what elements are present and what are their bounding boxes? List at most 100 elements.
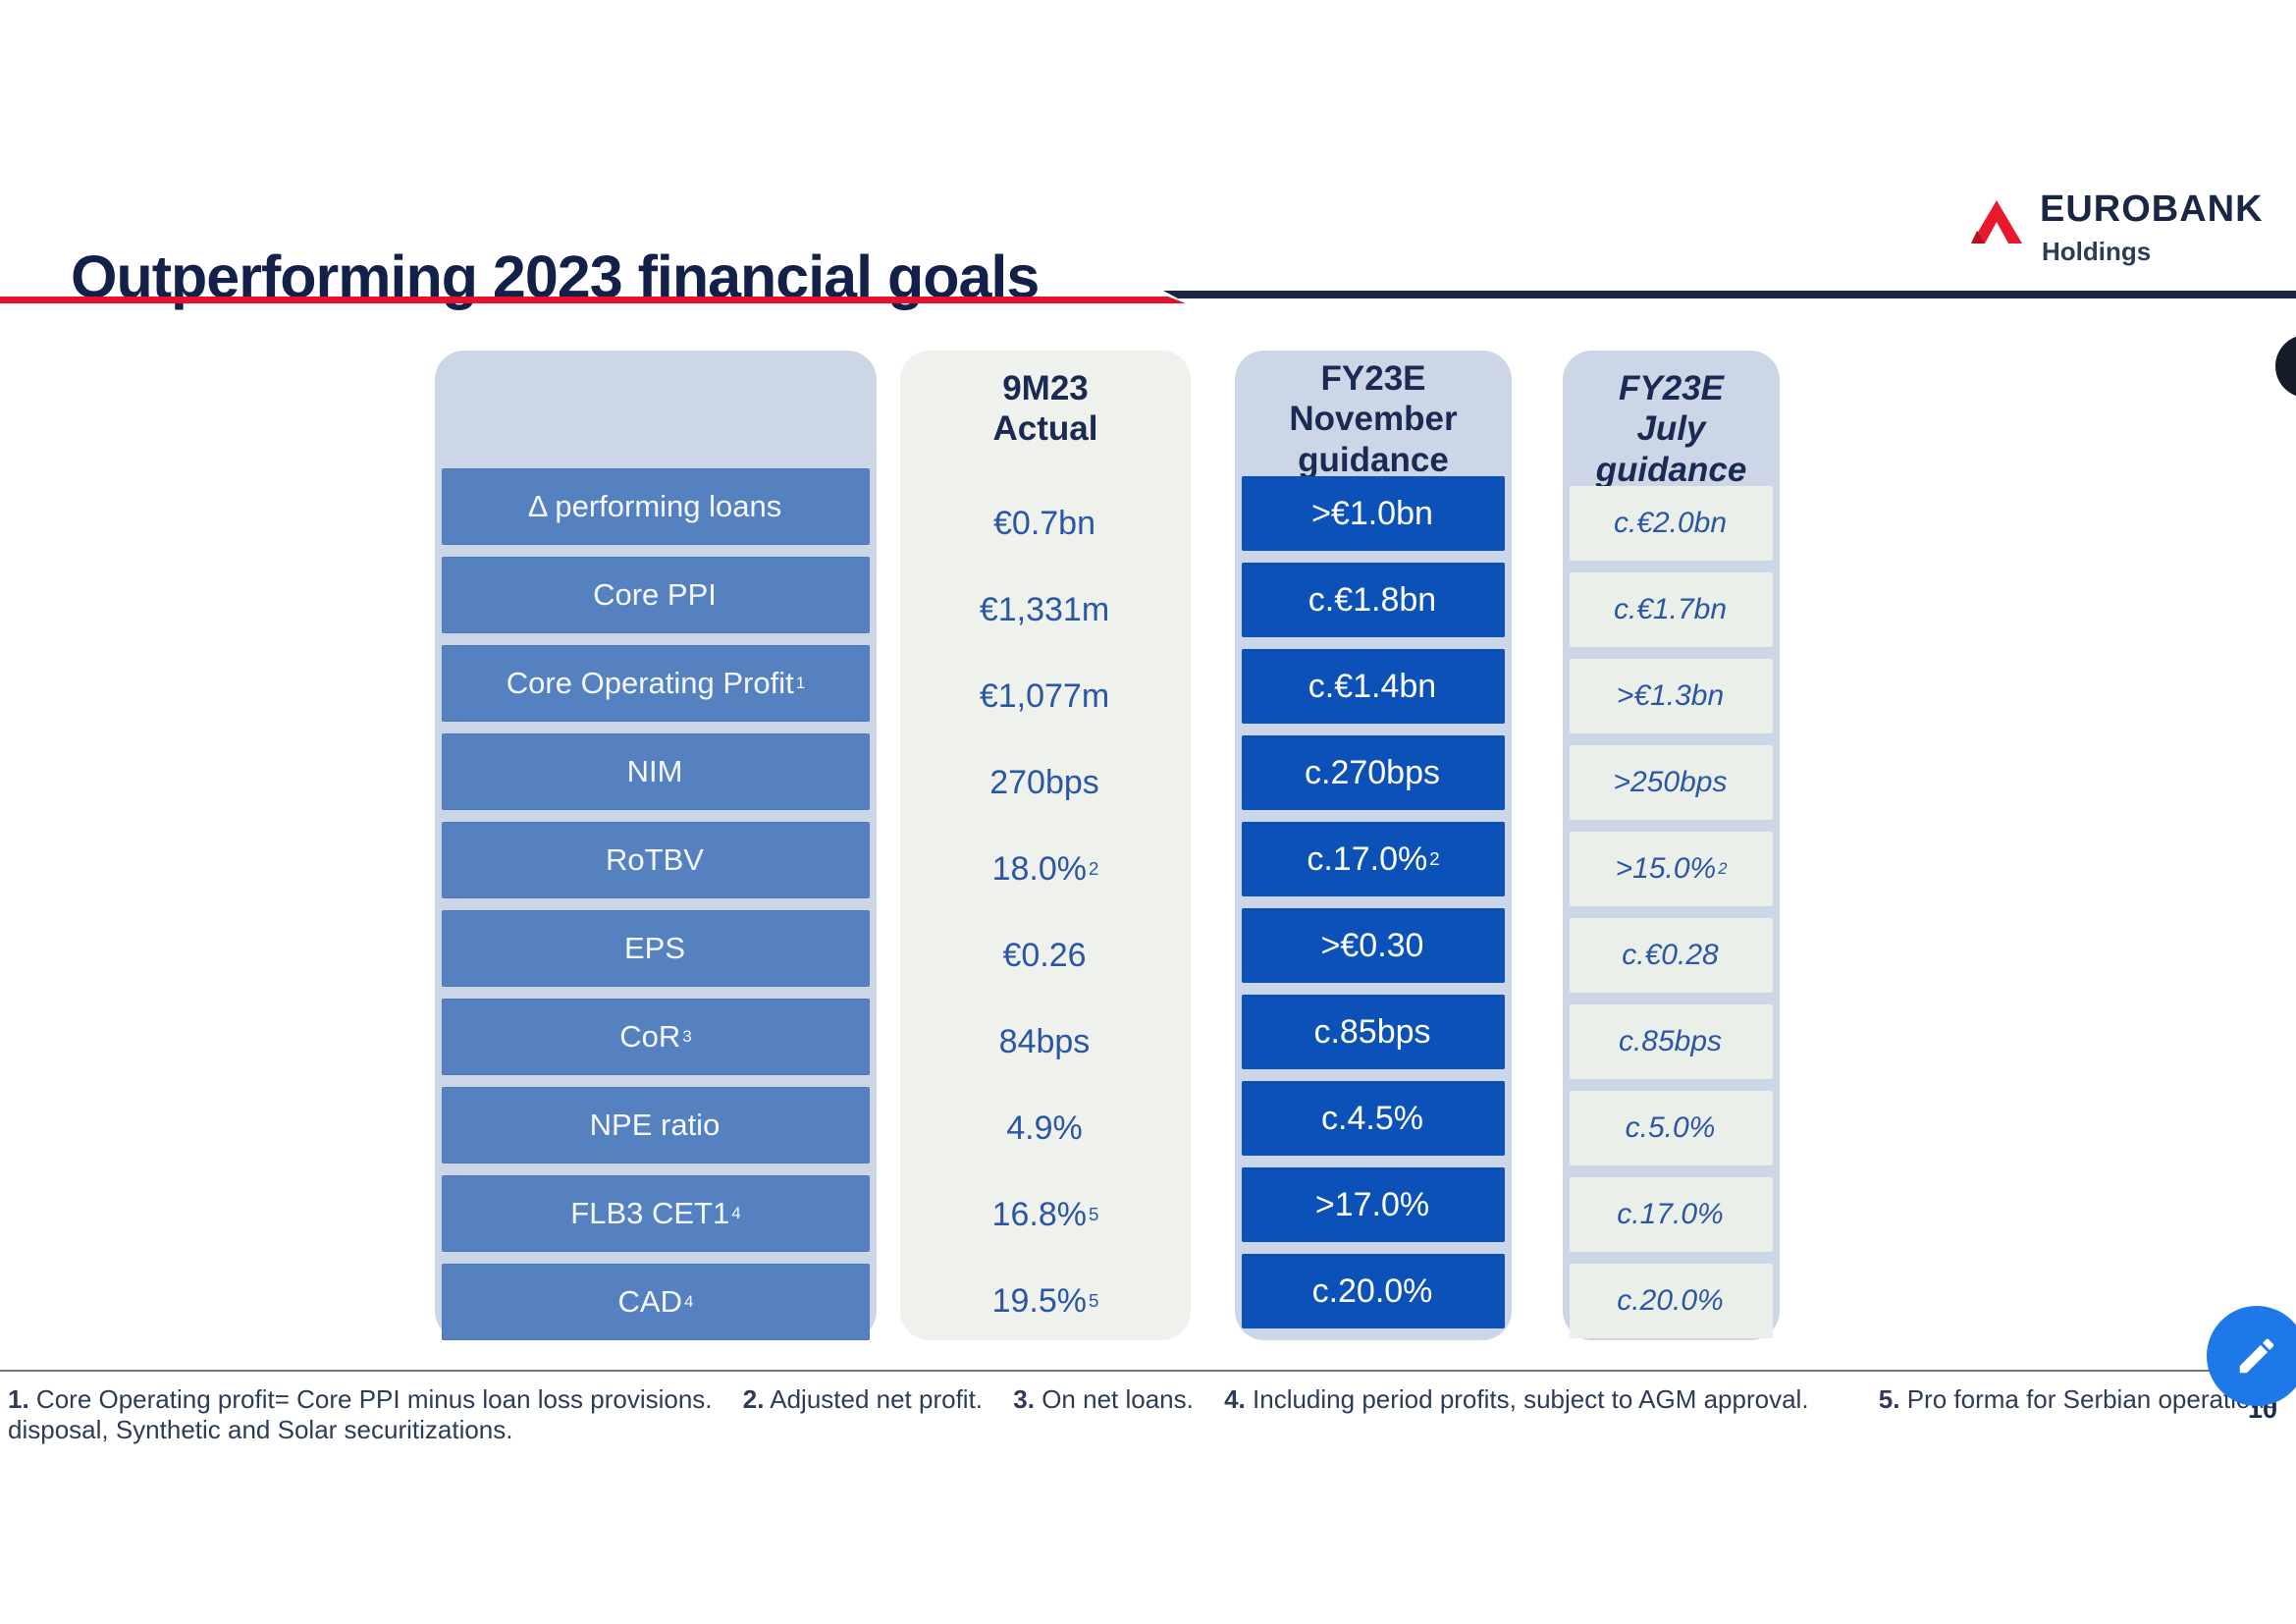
november-rows: >€1.0bn c.€1.8bn c.€1.4bn c.270bps c.17.… — [1235, 476, 1512, 1328]
july-guidance-cell: c.€2.0bn — [1570, 486, 1773, 561]
footnotes: 1. Core Operating profit= Core PPI minus… — [8, 1384, 2287, 1445]
november-guidance-cell: c.17.0% 2 — [1242, 822, 1505, 896]
header-line: July guidance — [1595, 409, 1747, 489]
july-value: c.€0.28 — [1622, 939, 1719, 971]
metric-label-cell: EPS — [442, 910, 870, 987]
july-guidance-cell: >15.0% 2 — [1570, 832, 1773, 906]
actual-value-cell: 4.9% — [907, 1091, 1184, 1165]
july-value: c.5.0% — [1625, 1111, 1716, 1144]
column-header-metrics-empty — [435, 351, 877, 468]
column-9m23-actual: 9M23 Actual €0.7bn €1,331m €1,077m 270bp… — [900, 351, 1191, 1340]
metric-label: Core PPI — [593, 577, 717, 612]
column-fy23e-november-guidance: FY23E November guidance >€1.0bn c.€1.8bn… — [1235, 351, 1512, 1340]
actual-value: 19.5% — [991, 1281, 1087, 1320]
november-value: c.270bps — [1305, 753, 1440, 791]
footnote-text: Pro forma for Serbian operations disposa… — [8, 1384, 2277, 1445]
november-value: >€1.0bn — [1311, 494, 1433, 532]
metric-label-cell: NIM — [442, 733, 870, 810]
november-guidance-cell: >€0.30 — [1242, 908, 1505, 983]
metric-label-cell: FLB3 CET1 4 — [442, 1175, 870, 1252]
november-value: c.€1.8bn — [1308, 580, 1437, 619]
november-value: c.85bps — [1313, 1012, 1431, 1051]
footnote-number: 1. — [8, 1384, 29, 1414]
metric-label: CoR — [619, 1019, 681, 1054]
july-rows: c.€2.0bn c.€1.7bn >€1.3bn >250bps >15.0%… — [1563, 486, 1780, 1338]
metric-label: Δ performing loans — [527, 489, 782, 523]
actual-value: €0.26 — [1002, 936, 1087, 974]
column-header-november-guidance: FY23E November guidance — [1235, 351, 1512, 479]
actual-value: 4.9% — [1006, 1109, 1083, 1147]
metric-label-cell: Core Operating Profit 1 — [442, 645, 870, 722]
header-line: 9M23 — [1002, 369, 1089, 407]
july-value: c.85bps — [1618, 1025, 1723, 1057]
actual-value-cell: €1,331m — [907, 572, 1184, 647]
footnote-text: Including period profits, subject to AGM… — [1253, 1384, 1809, 1414]
header-line: Actual — [992, 409, 1098, 449]
column-metrics: Δ performing loans Core PPI Core Operati… — [435, 351, 877, 1340]
metric-label: NIM — [626, 754, 683, 788]
actual-value-cell: 18.0% 2 — [991, 849, 1099, 888]
header-line: guidance — [1298, 440, 1449, 479]
july-guidance-cell: c.€0.28 — [1570, 918, 1773, 993]
footnote-number: 3. — [1013, 1384, 1035, 1414]
footnote-number: 4. — [1224, 1384, 1246, 1414]
july-guidance-cell: c.20.0% — [1570, 1264, 1773, 1338]
july-value: >€1.3bn — [1616, 679, 1725, 712]
actual-value: 84bps — [998, 1022, 1091, 1060]
july-guidance-cell: c.€1.7bn — [1570, 572, 1773, 647]
actual-value-cell: €1,077m — [907, 659, 1184, 733]
july-guidance-cell: c.17.0% — [1570, 1177, 1773, 1252]
july-value: >250bps — [1613, 766, 1728, 798]
november-guidance-cell: >17.0% — [1242, 1167, 1505, 1242]
header-line: November — [1289, 400, 1458, 439]
financial-goals-table: Δ performing loans Core PPI Core Operati… — [0, 351, 2296, 1340]
actual-value: 18.0% — [991, 849, 1087, 888]
actual-value-cell: 16.8% 5 — [991, 1195, 1099, 1233]
metric-label-cell: CAD 4 — [442, 1264, 870, 1340]
actual-value-cell: 19.5% 5 — [991, 1281, 1099, 1320]
july-guidance-cell: >250bps — [1570, 745, 1773, 820]
metric-label: EPS — [623, 931, 686, 965]
july-guidance-cell: >€1.3bn — [1570, 659, 1773, 733]
footnote: 1. Core Operating profit= Core PPI minus… — [8, 1384, 713, 1414]
metric-label-cell: NPE ratio — [442, 1087, 870, 1164]
footnote: 2. Adjusted net profit. — [743, 1384, 983, 1414]
actual-value: 16.8% — [991, 1195, 1087, 1233]
actual-value-cell: €0.26 — [907, 918, 1184, 993]
actual-value: €1,077m — [979, 677, 1110, 715]
header-line: FY23E — [1619, 369, 1724, 407]
november-guidance-cell: c.€1.4bn — [1242, 649, 1505, 724]
eurobank-logo: EUROBANK Holdings — [1965, 189, 2264, 267]
metric-label-cell: CoR 3 — [442, 999, 870, 1075]
november-guidance-cell: >€1.0bn — [1242, 476, 1505, 551]
actual-value-cell: €0.7bn — [907, 486, 1184, 561]
logo-name: EUROBANK — [2040, 189, 2264, 230]
actual-value-cell: 270bps — [907, 745, 1184, 820]
november-guidance-cell: c.€1.8bn — [1242, 563, 1505, 637]
metric-label-cell: RoTBV — [442, 822, 870, 898]
actual-value: €1,331m — [979, 590, 1110, 628]
metric-label: CAD — [617, 1284, 682, 1319]
july-value: c.17.0% — [1617, 1198, 1724, 1230]
edit-button[interactable] — [2207, 1306, 2296, 1406]
actual-value: €0.7bn — [993, 504, 1095, 542]
footnote-number: 5. — [1878, 1384, 1900, 1414]
footnote-text: Core Operating profit= Core PPI minus lo… — [35, 1384, 713, 1414]
november-value: c.4.5% — [1321, 1099, 1423, 1137]
november-guidance-cell: c.85bps — [1242, 995, 1505, 1069]
november-value: >€0.30 — [1320, 926, 1424, 964]
column-header-9m23-actual: 9M23 Actual — [900, 351, 1191, 486]
right-edge-partial-circle — [2275, 335, 2296, 398]
footnote: 4. Including period profits, subject to … — [1224, 1384, 1808, 1414]
footnote-text: On net loans. — [1041, 1384, 1194, 1414]
july-guidance-cell: c.5.0% — [1570, 1091, 1773, 1165]
july-guidance-cell: c.85bps — [1570, 1004, 1773, 1079]
accent-rule-navy — [1163, 291, 2296, 298]
metric-label: RoTBV — [606, 842, 704, 877]
metric-label-cell: Core PPI — [442, 557, 870, 633]
november-guidance-cell: c.20.0% — [1242, 1254, 1505, 1328]
july-value: c.20.0% — [1617, 1284, 1724, 1317]
pencil-icon — [2239, 1338, 2274, 1374]
july-value: >15.0% — [1615, 852, 1717, 885]
